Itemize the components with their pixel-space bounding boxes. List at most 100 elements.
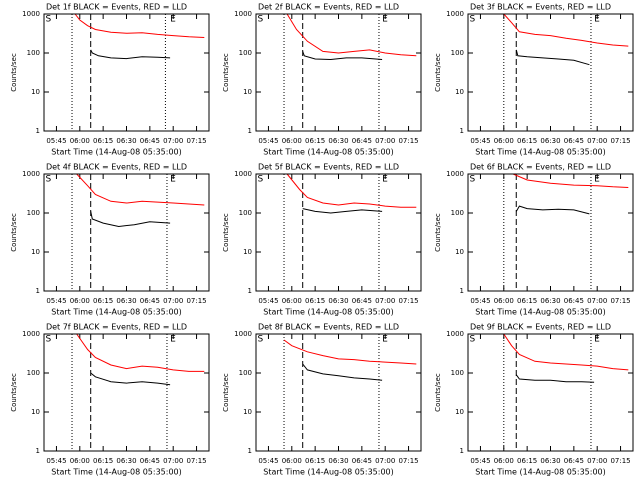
x-tick-label: 06:15 — [305, 457, 325, 465]
chart-title: Det 8f BLACK = Events, RED = LLD — [258, 323, 399, 332]
data-line — [76, 173, 205, 206]
y-tick-label: 100 — [451, 369, 464, 377]
x-tick-label: 06:15 — [517, 137, 537, 145]
x-axis-label: Start Time (14-Aug-08 05:35:00) — [475, 148, 606, 157]
plot-frame — [43, 13, 210, 132]
y-tick-label: 100 — [239, 49, 252, 57]
x-tick-label: 06:00 — [70, 137, 90, 145]
chart-title: Det 6f BLACK = Events, RED = LLD — [470, 163, 611, 172]
x-tick-label: 07:15 — [610, 297, 630, 305]
x-tick-label: 06:45 — [564, 457, 584, 465]
x-tick-label: 06:45 — [140, 137, 160, 145]
y-axis-label: Counts/sec — [10, 373, 18, 412]
x-axis-label: Start Time (14-Aug-08 05:35:00) — [263, 468, 394, 477]
time-marker-label: S — [258, 175, 264, 185]
x-axis-label: Start Time (14-Aug-08 05:35:00) — [475, 468, 606, 477]
x-tick-label: 06:30 — [116, 297, 136, 305]
x-tick-label: 07:15 — [398, 457, 418, 465]
x-axis-label: Start Time (14-Aug-08 05:35:00) — [263, 148, 394, 157]
y-tick-label: 1 — [460, 447, 464, 455]
x-tick-label: 06:15 — [517, 297, 537, 305]
x-tick-label: 06:00 — [282, 137, 302, 145]
x-tick-label: 06:15 — [305, 137, 325, 145]
x-tick-label: 07:15 — [398, 297, 418, 305]
x-tick-label: 06:00 — [494, 457, 514, 465]
chart-title: Det 5f BLACK = Events, RED = LLD — [258, 163, 399, 172]
y-axis-label: Counts/sec — [222, 373, 230, 412]
x-axis-label: Start Time (14-Aug-08 05:35:00) — [263, 308, 394, 317]
time-marker-label: E — [594, 335, 600, 345]
plot-frame — [467, 173, 634, 292]
y-tick-label: 1 — [460, 127, 464, 135]
x-tick-label: 06:00 — [70, 297, 90, 305]
x-tick-label: 06:15 — [93, 297, 113, 305]
x-tick-label: 05:45 — [46, 297, 66, 305]
x-tick-label: 06:45 — [564, 297, 584, 305]
x-tick-label: 07:15 — [186, 137, 206, 145]
data-line — [503, 333, 629, 371]
x-tick-label: 07:00 — [163, 137, 183, 145]
x-tick-label: 05:45 — [470, 137, 490, 145]
y-axis-label: Counts/sec — [434, 53, 442, 92]
plot-frame — [255, 333, 422, 452]
data-line — [90, 49, 171, 60]
data-line — [302, 51, 383, 61]
y-tick-label: 1000 — [22, 170, 40, 178]
x-tick-label: 06:30 — [328, 137, 348, 145]
x-tick-label: 07:00 — [587, 297, 607, 305]
time-marker-label: S — [258, 15, 264, 25]
x-tick-label: 06:00 — [70, 457, 90, 465]
x-tick-label: 07:00 — [163, 297, 183, 305]
x-tick-label: 05:45 — [46, 457, 66, 465]
x-tick-label: 06:30 — [540, 137, 560, 145]
y-tick-label: 1 — [248, 447, 252, 455]
time-marker-label: S — [46, 335, 52, 345]
y-axis-label: Counts/sec — [10, 53, 18, 92]
time-marker-label: S — [470, 335, 476, 345]
y-tick-label: 1000 — [22, 10, 40, 18]
y-tick-label: 10 — [455, 248, 464, 256]
y-tick-label: 100 — [27, 209, 40, 217]
x-tick-label: 07:00 — [163, 457, 183, 465]
x-tick-label: 06:15 — [93, 457, 113, 465]
y-tick-label: 1000 — [446, 10, 464, 18]
time-marker-label: S — [46, 15, 52, 25]
y-tick-label: 1000 — [234, 170, 252, 178]
y-tick-label: 1 — [460, 287, 464, 295]
plot-frame — [467, 13, 634, 132]
x-tick-label: 06:45 — [140, 297, 160, 305]
x-tick-label: 05:45 — [258, 137, 278, 145]
x-tick-label: 06:00 — [282, 457, 302, 465]
data-line — [90, 372, 171, 386]
y-tick-label: 1000 — [234, 330, 252, 338]
y-tick-label: 1 — [248, 127, 252, 135]
y-axis-label: Counts/sec — [222, 213, 230, 252]
chart-title: Det 2f BLACK = Events, RED = LLD — [258, 3, 399, 12]
y-tick-label: 1 — [248, 287, 252, 295]
x-tick-label: 05:45 — [46, 137, 66, 145]
time-marker-label: E — [594, 175, 600, 185]
x-tick-label: 06:45 — [140, 457, 160, 465]
time-marker-label: E — [170, 335, 176, 345]
y-tick-label: 100 — [451, 49, 464, 57]
data-line — [302, 208, 383, 214]
y-tick-label: 100 — [27, 369, 40, 377]
x-tick-label: 06:45 — [352, 137, 372, 145]
y-tick-label: 1 — [36, 447, 40, 455]
plot-frame — [467, 333, 634, 452]
x-tick-label: 06:45 — [564, 137, 584, 145]
y-tick-label: 1 — [36, 127, 40, 135]
x-tick-label: 07:00 — [375, 137, 395, 145]
y-tick-label: 100 — [27, 49, 40, 57]
x-axis-label: Start Time (14-Aug-08 05:35:00) — [51, 308, 182, 317]
x-tick-label: 06:00 — [282, 297, 302, 305]
x-tick-label: 07:15 — [610, 457, 630, 465]
x-tick-label: 05:45 — [470, 457, 490, 465]
time-marker-label: E — [170, 15, 176, 25]
data-line — [76, 333, 205, 372]
y-axis-label: Counts/sec — [10, 213, 18, 252]
x-tick-label: 07:00 — [587, 457, 607, 465]
time-marker-label: E — [594, 15, 600, 25]
x-tick-label: 07:00 — [375, 457, 395, 465]
x-tick-label: 06:15 — [517, 457, 537, 465]
